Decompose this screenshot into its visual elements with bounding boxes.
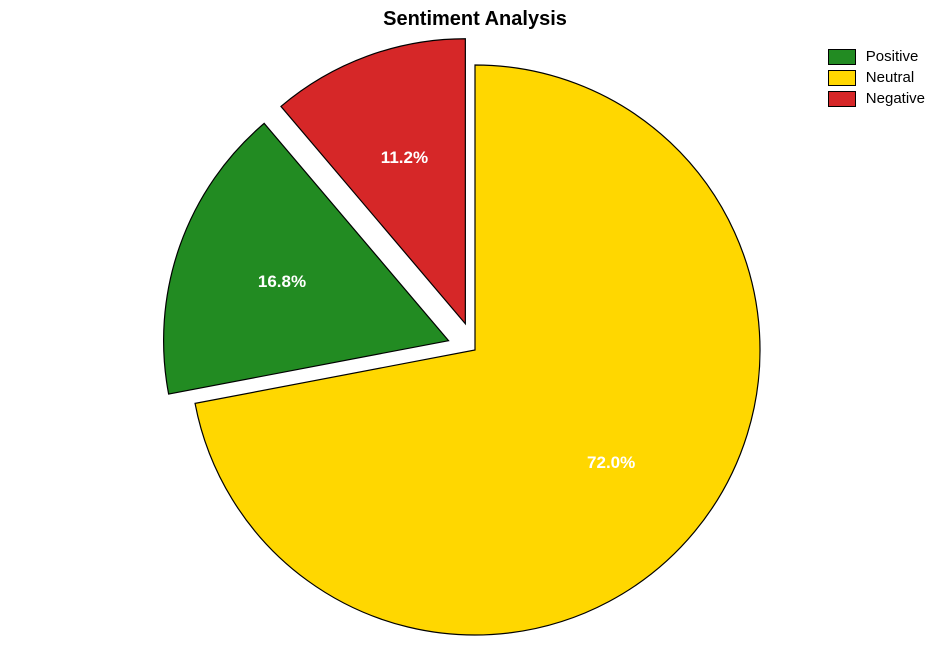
legend-label: Positive xyxy=(866,48,919,65)
slice-label-negative: 11.2% xyxy=(381,148,428,168)
legend-swatch xyxy=(828,70,856,86)
legend-item-negative: Negative xyxy=(828,90,925,107)
legend-label: Negative xyxy=(866,90,925,107)
slice-label-neutral: 72.0% xyxy=(587,453,635,473)
slice-label-positive: 16.8% xyxy=(258,272,306,292)
legend-label: Neutral xyxy=(866,69,914,86)
legend-item-neutral: Neutral xyxy=(828,69,925,86)
legend-item-positive: Positive xyxy=(828,48,925,65)
legend-swatch xyxy=(828,49,856,65)
legend-swatch xyxy=(828,91,856,107)
pie-chart-svg xyxy=(0,0,950,662)
pie-chart-container: Sentiment Analysis PositiveNeutralNegati… xyxy=(0,0,950,662)
legend: Positive Neutral Negative xyxy=(828,48,925,111)
